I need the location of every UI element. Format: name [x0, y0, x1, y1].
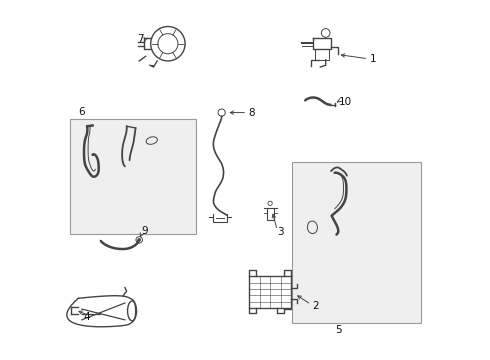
Bar	[292, 162, 421, 323]
Circle shape	[138, 238, 141, 241]
Text: 8: 8	[248, 108, 255, 118]
Text: 5: 5	[335, 325, 342, 335]
Text: 10: 10	[339, 97, 352, 107]
Text: 4: 4	[84, 312, 90, 322]
Bar	[249, 276, 291, 308]
Text: 7: 7	[137, 34, 144, 44]
Text: 1: 1	[370, 54, 376, 64]
Text: 2: 2	[313, 301, 319, 311]
Text: 6: 6	[78, 107, 85, 117]
Bar	[70, 119, 196, 234]
Text: 3: 3	[277, 227, 284, 237]
Text: 9: 9	[142, 226, 148, 236]
